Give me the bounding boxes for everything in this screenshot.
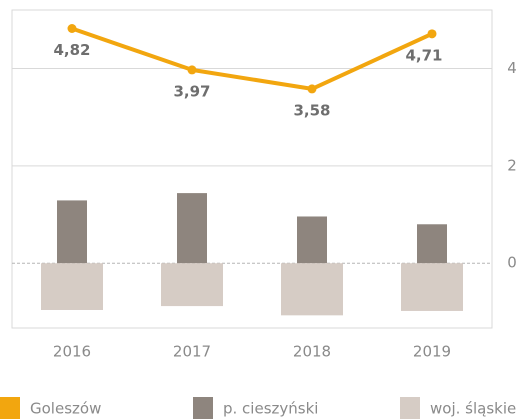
plot-frame <box>11 9 493 329</box>
bar <box>177 193 207 264</box>
line-marker <box>427 29 437 39</box>
bar <box>57 200 87 264</box>
legend-swatch <box>400 397 420 419</box>
line-marker <box>187 65 197 75</box>
x-tick-label: 2019 <box>413 343 451 361</box>
bar <box>281 263 343 316</box>
line-marker <box>67 24 77 34</box>
bar <box>161 263 223 307</box>
bar <box>41 263 103 310</box>
legend-label: Goleszów <box>30 400 101 418</box>
x-tick-label: 2017 <box>173 343 211 361</box>
line <box>71 26 433 91</box>
y-tick-label: 0 <box>507 254 517 272</box>
legend-label: p. cieszyński <box>223 400 318 418</box>
y-tick-label: 4 <box>507 59 517 77</box>
bar <box>417 224 447 264</box>
data-label: 4,71 <box>405 46 442 64</box>
data-label: 3,58 <box>293 101 330 119</box>
x-tick-label: 2016 <box>53 343 91 361</box>
line-marker <box>307 84 317 94</box>
data-label: 3,97 <box>173 82 210 100</box>
legend-swatch <box>0 397 20 419</box>
data-label: 4,82 <box>53 41 90 59</box>
legend-swatch <box>193 397 213 419</box>
legend-label: woj. śląskie <box>430 400 516 418</box>
x-tick-label: 2018 <box>293 343 331 361</box>
bar <box>401 263 463 311</box>
y-tick-label: 2 <box>507 156 517 174</box>
bar <box>297 216 327 264</box>
